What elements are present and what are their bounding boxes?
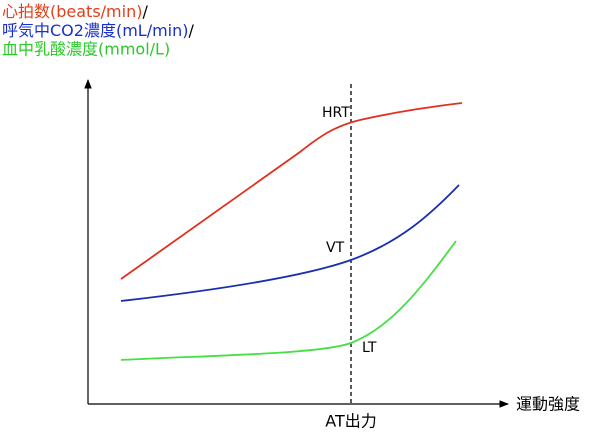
legend-line: 呼気中CO2濃度(mL/min)/ <box>2 21 195 40</box>
legend-heart-rate: 心拍数(beats/min) <box>2 2 142 21</box>
x-axis-label: 運動強度 <box>516 395 580 414</box>
threshold-label: AT出力 <box>325 412 376 431</box>
legend-separator: / <box>189 21 195 40</box>
co2-curve <box>120 184 460 302</box>
heart-rate-curve <box>120 102 463 280</box>
legend-separator: / <box>142 2 148 21</box>
legend-co2: 呼気中CO2濃度(mL/min) <box>2 21 189 40</box>
lt-label: LT <box>362 340 377 356</box>
lactate-curve <box>120 240 457 361</box>
legend-line: 心拍数(beats/min)/ <box>2 2 148 21</box>
hrt-label: HRT <box>322 105 350 121</box>
legend-lactate: 血中乳酸濃度(mmol/L) <box>2 40 170 59</box>
vt-label: VT <box>326 240 345 256</box>
